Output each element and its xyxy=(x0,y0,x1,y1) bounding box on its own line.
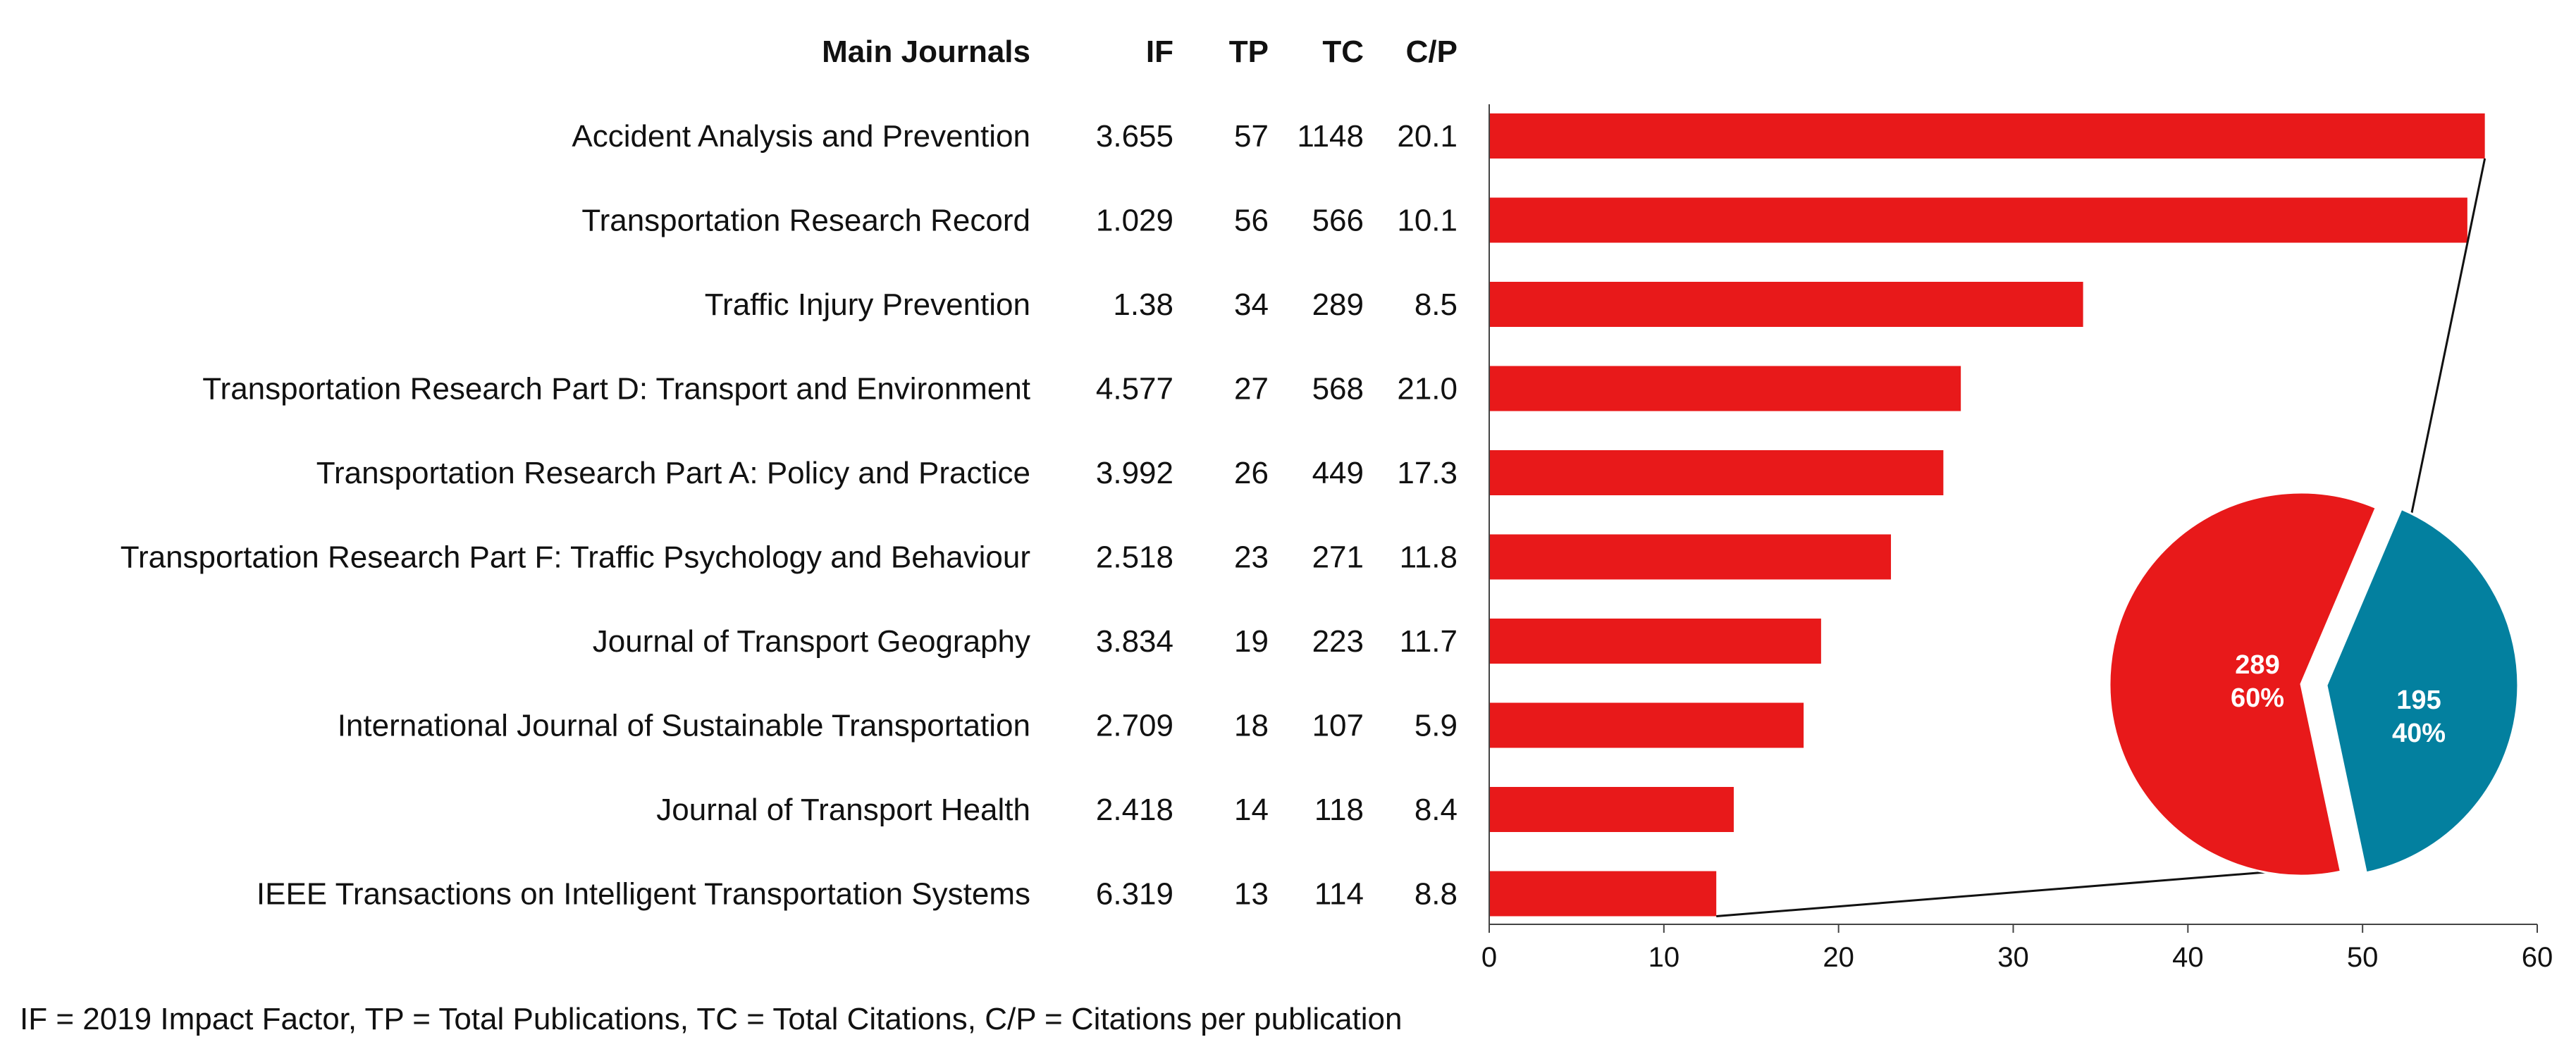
citations-per-pub-value: 11.7 xyxy=(1400,624,1458,659)
header-tc: TC xyxy=(1322,35,1364,69)
total-publications-value: 34 xyxy=(1234,287,1269,322)
citations-per-pub-value: 8.4 xyxy=(1415,793,1458,827)
journal-name: International Journal of Sustainable Tra… xyxy=(338,709,1030,743)
pie-label-percent-40: 40% xyxy=(2392,719,2446,748)
impact-factor-value: 6.319 xyxy=(1096,877,1173,912)
x-tick-label: 0 xyxy=(1481,942,1497,973)
total-citations-value: 118 xyxy=(1314,793,1364,827)
total-citations-value: 449 xyxy=(1312,456,1364,490)
total-publications-value: 13 xyxy=(1234,877,1269,912)
journal-name: IEEE Transactions on Intelligent Transpo… xyxy=(257,877,1030,912)
citations-per-pub-value: 20.1 xyxy=(1397,119,1458,154)
journal-name: Transportation Research Part D: Transpor… xyxy=(202,372,1030,407)
x-tick-label: 50 xyxy=(2347,942,2379,973)
impact-factor-value: 3.655 xyxy=(1096,119,1173,154)
connector-lines xyxy=(1716,158,2486,917)
table-row: Transportation Research Part D: Transpor… xyxy=(202,372,1458,407)
journal-name: Transportation Research Part A: Policy a… xyxy=(316,456,1030,490)
citations-per-pub-value: 5.9 xyxy=(1415,709,1458,743)
bar-6 xyxy=(1489,534,1892,580)
total-publications-value: 19 xyxy=(1234,624,1269,659)
x-tick-label: 20 xyxy=(1823,942,1854,973)
bar-2 xyxy=(1489,197,2467,243)
total-citations-value: 107 xyxy=(1312,709,1364,743)
bar-10 xyxy=(1489,871,1717,917)
total-citations-value: 1148 xyxy=(1297,119,1364,154)
total-publications-value: 56 xyxy=(1234,204,1269,238)
table-row: International Journal of Sustainable Tra… xyxy=(338,709,1458,743)
bar-9 xyxy=(1489,787,1734,832)
impact-factor-value: 2.518 xyxy=(1096,540,1173,575)
total-citations-value: 223 xyxy=(1312,624,1364,659)
x-tick-label: 10 xyxy=(1648,942,1680,973)
table-row: Journal of Transport Geography 3.834 19 223… xyxy=(593,624,1458,659)
total-publications-value: 18 xyxy=(1234,709,1269,743)
journal-name: Transportation Research Part F: Traffic … xyxy=(121,540,1030,575)
connector-line-bottom xyxy=(1716,867,2319,917)
x-tick-label: 60 xyxy=(2522,942,2553,973)
pie-label-percent-60: 60% xyxy=(2231,683,2284,713)
total-citations-value: 114 xyxy=(1314,877,1364,912)
table-row: Transportation Research Part A: Policy a… xyxy=(316,456,1458,490)
citations-per-pub-value: 17.3 xyxy=(1397,456,1458,490)
x-axis: 0 10 20 30 40 50 60 xyxy=(1481,104,2553,973)
table-row: Journal of Transport Health 2.418 14 118 8.4 xyxy=(656,793,1458,827)
citations-per-pub-value: 10.1 xyxy=(1397,204,1458,238)
bar-1 xyxy=(1489,113,2485,159)
impact-factor-value: 1.38 xyxy=(1113,287,1173,322)
journal-table-rows: Accident Analysis and Prevention 3.655 57 1… xyxy=(121,119,1458,912)
pie-label-value-195: 195 xyxy=(2396,685,2441,715)
table-row: Accident Analysis and Prevention 3.655 57 1… xyxy=(572,119,1458,154)
x-tick-label: 30 xyxy=(1997,942,2029,973)
bar-3 xyxy=(1489,282,2083,327)
footnote: IF = 2019 Impact Factor, TP = Total Publ… xyxy=(20,1002,1403,1036)
bar-8 xyxy=(1489,702,1804,748)
journal-name: Transportation Research Record xyxy=(581,204,1030,238)
total-publications-value: 57 xyxy=(1234,119,1269,154)
table-row: Transportation Research Part F: Traffic … xyxy=(121,540,1458,575)
bar-4 xyxy=(1489,366,1961,411)
table-header: Main Journals IF TP TC C/P xyxy=(822,35,1458,69)
header-main-journals: Main Journals xyxy=(822,35,1030,69)
bar-5 xyxy=(1489,450,1944,495)
connector-line-top xyxy=(2408,158,2486,527)
bar-7 xyxy=(1489,619,1821,664)
journal-name: Journal of Transport Geography xyxy=(593,624,1030,659)
header-tp: TP xyxy=(1229,35,1269,69)
table-row: Traffic Injury Prevention 1.38 34 289 8.5 xyxy=(705,287,1458,322)
total-publications-value: 26 xyxy=(1234,456,1269,490)
pie-label-value-289: 289 xyxy=(2235,650,2279,680)
table-row: Transportation Research Record 1.029 56 566… xyxy=(581,204,1458,238)
impact-factor-value: 3.992 xyxy=(1096,456,1173,490)
journal-name: Accident Analysis and Prevention xyxy=(572,119,1030,154)
impact-factor-value: 4.577 xyxy=(1096,372,1173,407)
impact-factor-value: 3.834 xyxy=(1096,624,1173,659)
pie-slice-289 xyxy=(2108,491,2378,877)
pie-slice-195 xyxy=(2325,507,2520,874)
total-publications-value: 23 xyxy=(1234,540,1269,575)
citations-per-pub-value: 8.5 xyxy=(1415,287,1458,322)
x-tick-label: 40 xyxy=(2172,942,2204,973)
total-citations-value: 566 xyxy=(1312,204,1364,238)
citations-per-pub-value: 21.0 xyxy=(1397,372,1458,407)
impact-factor-value: 1.029 xyxy=(1096,204,1173,238)
journal-name: Journal of Transport Health xyxy=(656,793,1030,827)
table-row: IEEE Transactions on Intelligent Transpo… xyxy=(257,877,1458,912)
total-citations-value: 568 xyxy=(1312,372,1364,407)
impact-factor-value: 2.418 xyxy=(1096,793,1173,827)
header-cp: C/P xyxy=(1406,35,1458,69)
impact-factor-value: 2.709 xyxy=(1096,709,1173,743)
citations-per-pub-value: 11.8 xyxy=(1400,540,1458,575)
total-publications-value: 14 xyxy=(1234,793,1269,827)
total-citations-value: 271 xyxy=(1312,540,1364,575)
bar-series xyxy=(1489,113,2485,917)
total-citations-value: 289 xyxy=(1312,287,1364,322)
total-publications-value: 27 xyxy=(1234,372,1269,407)
journal-name: Traffic Injury Prevention xyxy=(705,287,1030,322)
citations-per-pub-value: 8.8 xyxy=(1415,877,1458,912)
header-if: IF xyxy=(1146,35,1173,69)
